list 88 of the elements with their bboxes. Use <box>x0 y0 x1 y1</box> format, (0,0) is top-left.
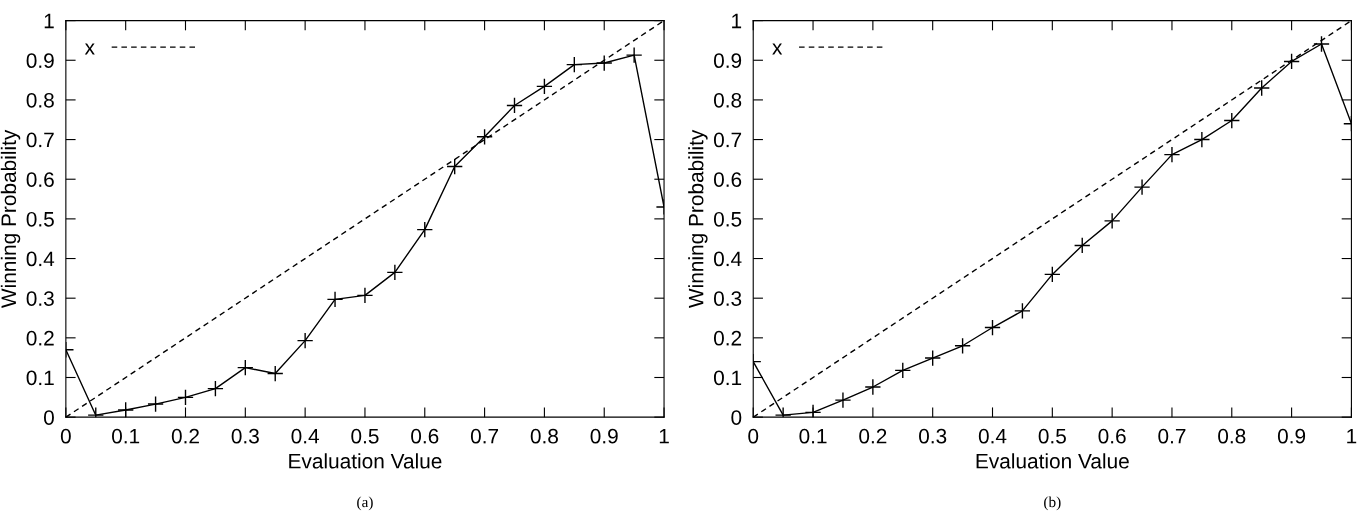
point <box>1313 35 1330 53</box>
point <box>506 97 523 114</box>
y-tick-label: 0.4 <box>26 251 55 267</box>
point <box>954 337 971 355</box>
y-tick-label: 0.3 <box>26 291 54 306</box>
point <box>207 380 224 397</box>
x-tick-label: 0.5 <box>351 428 379 444</box>
point <box>177 388 194 406</box>
point <box>296 332 314 349</box>
x-tick-label: 0 <box>60 428 71 444</box>
y-tick-label: 0.8 <box>713 92 742 108</box>
y-tick-label: 0.9 <box>26 53 54 69</box>
x-tick-label: 0.7 <box>1158 428 1186 444</box>
x-tick-label: 0.7 <box>470 428 499 444</box>
point <box>1253 79 1271 97</box>
y-tick-label: 0.6 <box>713 172 742 187</box>
text: (b) <box>1044 496 1061 511</box>
x-tick-label: 0.8 <box>1218 428 1246 444</box>
point <box>924 349 942 367</box>
x-tick-label: 0.1 <box>799 428 827 444</box>
point <box>834 391 852 409</box>
point <box>1043 266 1061 283</box>
x-axis-title: Evaluation Value <box>289 453 442 469</box>
x-axis-title: Evaluation Value <box>976 453 1129 469</box>
point <box>565 56 583 73</box>
point <box>1103 212 1121 230</box>
y-tick-label: 0 <box>43 410 54 425</box>
y-tick-label: 1 <box>732 13 742 29</box>
y-tick-label: 0.7 <box>26 132 54 148</box>
point <box>984 319 1001 336</box>
legend-label: x <box>84 43 95 55</box>
x-tick-label: 1 <box>1347 429 1357 444</box>
point <box>326 291 344 308</box>
x-tick-label: 0.8 <box>530 428 558 444</box>
x-tick-label: 0.4 <box>291 428 319 444</box>
point <box>1163 146 1181 163</box>
y-tick-label: 0.5 <box>26 211 54 227</box>
x-tick-label: 0.3 <box>919 428 947 444</box>
point <box>446 158 464 175</box>
point <box>236 359 254 376</box>
y-axis-title: Winning Probability <box>688 129 708 308</box>
y-tick-label: 0.5 <box>713 211 742 227</box>
x-tick-label: 0.2 <box>171 428 199 444</box>
legend-label: x <box>772 43 783 55</box>
point <box>536 78 553 95</box>
point <box>595 54 613 72</box>
y-tick-label: 0.9 <box>713 53 742 69</box>
point <box>1133 178 1151 196</box>
point <box>386 264 404 281</box>
y-tick-label: 0.2 <box>26 330 54 346</box>
y-axis-title: Winning Probability <box>0 129 21 308</box>
text: (a) <box>357 496 373 511</box>
x-tick-label: 0.6 <box>411 428 439 444</box>
x-tick-label: 0.1 <box>112 428 140 444</box>
x-tick-label: 0 <box>748 428 759 444</box>
x-tick-label: 0.9 <box>590 428 618 444</box>
x-tick-label: 0.9 <box>1277 428 1306 444</box>
y-tick-label: 0.7 <box>713 132 742 148</box>
point <box>416 221 434 238</box>
point <box>476 128 493 146</box>
x-tick-label: 1 <box>659 429 669 444</box>
point <box>117 401 135 418</box>
y-tick-label: 0.1 <box>26 370 54 386</box>
point <box>1223 112 1241 129</box>
point <box>1283 53 1300 70</box>
point <box>1014 302 1031 320</box>
y-tick-label: 1 <box>44 13 54 29</box>
y-tick-label: 0.3 <box>713 291 742 306</box>
x-tick-label: 0.2 <box>859 428 887 444</box>
x-tick-label: 0.4 <box>978 428 1007 444</box>
y-tick-label: 0.1 <box>713 370 742 386</box>
point <box>804 404 822 418</box>
point <box>894 362 912 379</box>
y-tick-label: 0.8 <box>26 92 54 108</box>
x-tick-label: 0.6 <box>1098 428 1126 444</box>
point <box>266 365 284 382</box>
y-tick-label: 0 <box>731 410 742 425</box>
point <box>864 378 882 396</box>
point <box>625 46 643 64</box>
point <box>1073 237 1091 254</box>
point <box>1193 131 1211 148</box>
point <box>356 287 374 304</box>
y-tick-label: 0.2 <box>713 330 742 346</box>
y-tick-label: 0.6 <box>26 172 54 187</box>
point <box>147 395 164 413</box>
x-tick-label: 0.3 <box>231 428 259 444</box>
y-tick-label: 0.4 <box>713 251 742 267</box>
x-tick-label: 0.5 <box>1038 428 1066 444</box>
